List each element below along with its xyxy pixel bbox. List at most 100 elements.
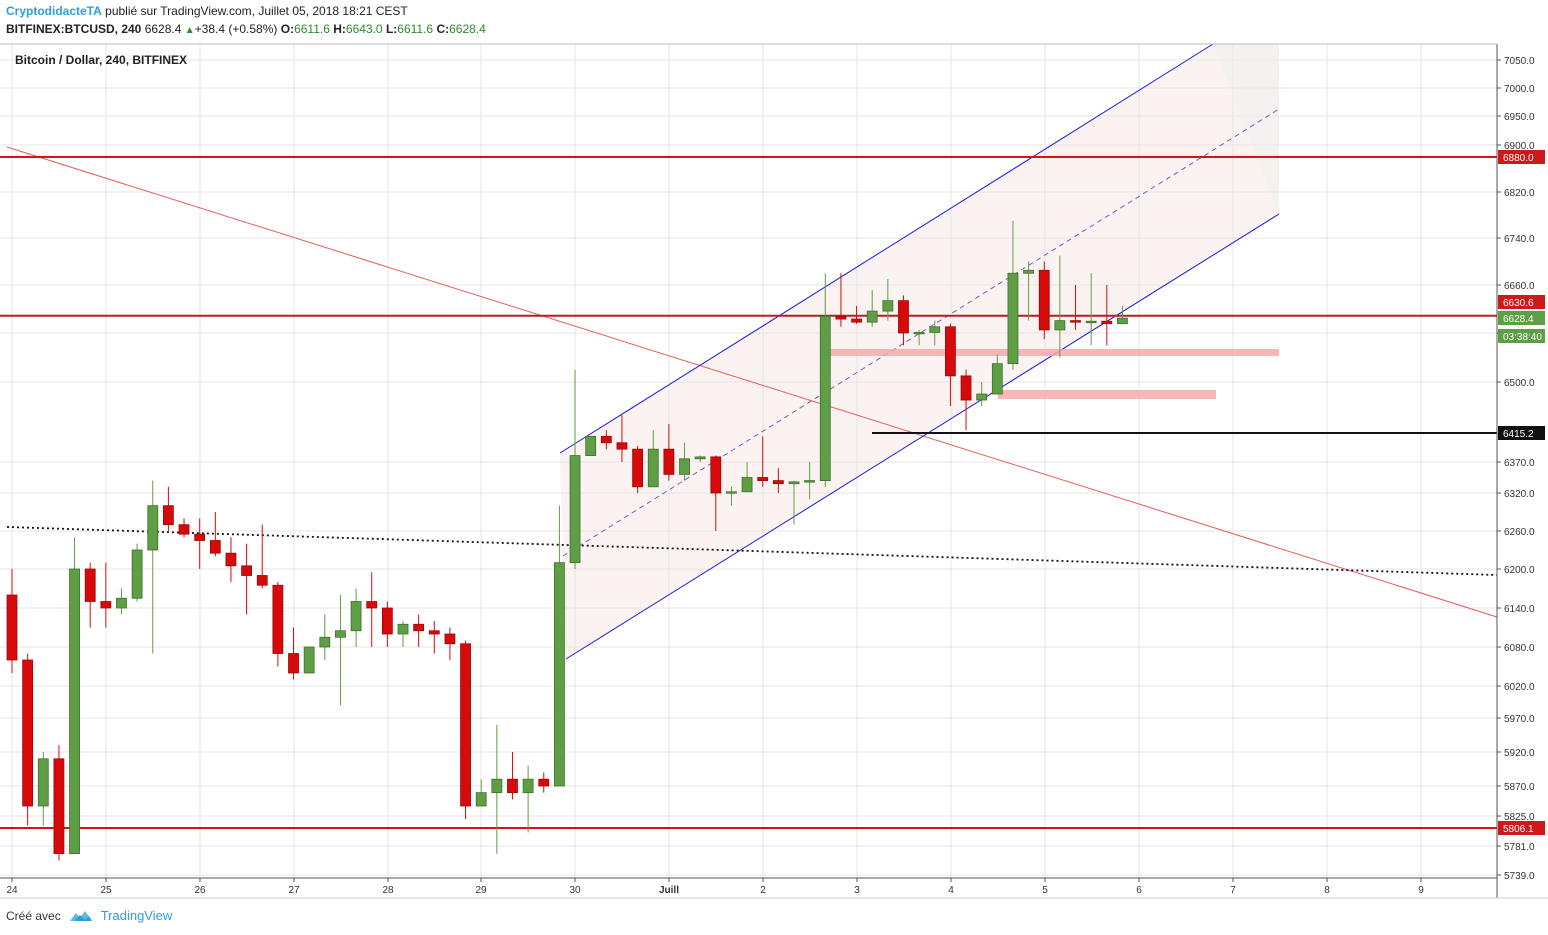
channel-lower-line: [565, 213, 1280, 660]
candle-body: [303, 646, 315, 674]
x-tick-label: 25: [100, 885, 112, 896]
candle-body: [22, 659, 34, 807]
candle-body: [225, 552, 237, 567]
x-tick-label: 4: [948, 885, 954, 896]
x-tick-label: 27: [288, 885, 300, 896]
candle-body: [100, 601, 112, 609]
channel-fill-top: [1213, 44, 1279, 214]
candle-body: [647, 448, 659, 488]
candle-body: [976, 393, 988, 401]
tradingview-logo-icon: [69, 910, 92, 921]
footer: Créé avec TradingView: [6, 908, 172, 923]
candle-body: [866, 310, 878, 323]
author-link[interactable]: CryptodidacteTA: [6, 4, 102, 18]
y-tick-label: 6500.0: [1504, 378, 1535, 389]
candle-body: [84, 568, 96, 602]
y-tick-label: 5739.0: [1504, 871, 1535, 882]
candle-body: [241, 565, 253, 576]
candle-body: [178, 524, 190, 535]
x-tick-label: 30: [569, 885, 581, 896]
candle-body: [288, 653, 299, 674]
candle-body: [131, 549, 143, 599]
candle-body: [1085, 320, 1097, 324]
candle-body: [428, 630, 440, 635]
x-tick-label: 2: [760, 885, 766, 896]
high-value: 6643.0: [345, 22, 383, 36]
candle-body: [350, 601, 362, 632]
y-tick-label: 6260.0: [1504, 527, 1535, 538]
price-label: 6880.0: [1503, 153, 1534, 164]
candle-body: [53, 758, 65, 854]
open-label: O:: [280, 22, 295, 36]
candle-body: [616, 442, 628, 450]
low-label: L:: [385, 22, 398, 36]
candle-body: [1007, 272, 1019, 365]
y-tick-label: 6820.0: [1504, 188, 1535, 199]
candle-body: [710, 456, 722, 494]
y-tick-label: 6740.0: [1504, 234, 1535, 245]
candle-body: [1054, 320, 1066, 331]
last-price: 6628.4: [144, 22, 182, 36]
candle-body: [554, 562, 565, 787]
candle-body: [663, 448, 675, 475]
x-tick-label: Juill: [659, 885, 679, 896]
candle-body: [1101, 320, 1113, 325]
y-tick-label: 6020.0: [1504, 682, 1535, 693]
channel-upper-line: [559, 43, 1214, 454]
close-value: 6628.4: [449, 22, 486, 36]
descending-trendline: [6, 146, 1498, 618]
candle-body: [929, 326, 941, 333]
y-tick-label: 6320.0: [1504, 489, 1535, 500]
price-label-box: [1498, 311, 1545, 325]
candle-body: [913, 331, 925, 335]
created-with-label: Créé avec: [6, 908, 61, 923]
candle-body: [209, 540, 221, 554]
publish-info: CryptodidacteTA publié sur TradingView.c…: [6, 4, 408, 19]
up-arrow-icon: ▲: [184, 25, 195, 36]
x-tick-label: 7: [1230, 885, 1236, 896]
x-tick-label: 6: [1136, 885, 1142, 896]
change-value: +38.4 (+0.58%): [194, 22, 278, 36]
candle-body: [1023, 269, 1034, 274]
y-tick-label: 6200.0: [1504, 565, 1535, 576]
low-value: 6611.6: [397, 22, 434, 36]
candle-body: [319, 636, 331, 648]
candle-body: [37, 758, 49, 807]
candle-body: [1070, 320, 1081, 323]
y-tick-label: 5920.0: [1504, 748, 1535, 759]
candle-body: [538, 778, 550, 787]
y-tick-label: 6660.0: [1504, 281, 1535, 292]
y-tick-label: 6900.0: [1504, 141, 1535, 152]
chart-title: Bitcoin / Dollar, 240, BITFINEX: [15, 53, 187, 67]
y-tick-label: 6140.0: [1504, 604, 1535, 615]
tradingview-link[interactable]: TradingView: [100, 908, 173, 923]
channel-median-line: [562, 108, 1280, 557]
y-tick-label: 5781.0: [1504, 842, 1535, 853]
candle-body: [397, 623, 409, 635]
close-label: C:: [436, 22, 450, 36]
candle-body: [694, 456, 706, 460]
candle-body: [851, 318, 862, 323]
candle-body: [162, 505, 174, 526]
candle-body: [1117, 317, 1128, 325]
candle-body: [788, 481, 800, 485]
candle-body: [819, 315, 831, 481]
candle-body: [460, 643, 471, 807]
candle-body: [741, 477, 753, 493]
y-tick-label: 7000.0: [1504, 84, 1535, 95]
candle-body: [491, 778, 503, 794]
y-tick-label: 6950.0: [1504, 112, 1535, 123]
candle-body: [272, 584, 284, 654]
y-tick-label: 6370.0: [1504, 458, 1535, 469]
x-tick-label: 29: [475, 885, 487, 896]
dotted-trendline: [6, 526, 1498, 576]
y-tick-label: 6080.0: [1504, 643, 1535, 654]
x-tick-label: 9: [1418, 885, 1424, 896]
candle-body: [413, 623, 425, 632]
price-label: 03:38:40: [1503, 332, 1542, 343]
candle-body: [194, 533, 206, 541]
candle-body: [147, 505, 159, 551]
candle-body: [960, 375, 972, 401]
y-tick-label: 5970.0: [1504, 714, 1535, 725]
